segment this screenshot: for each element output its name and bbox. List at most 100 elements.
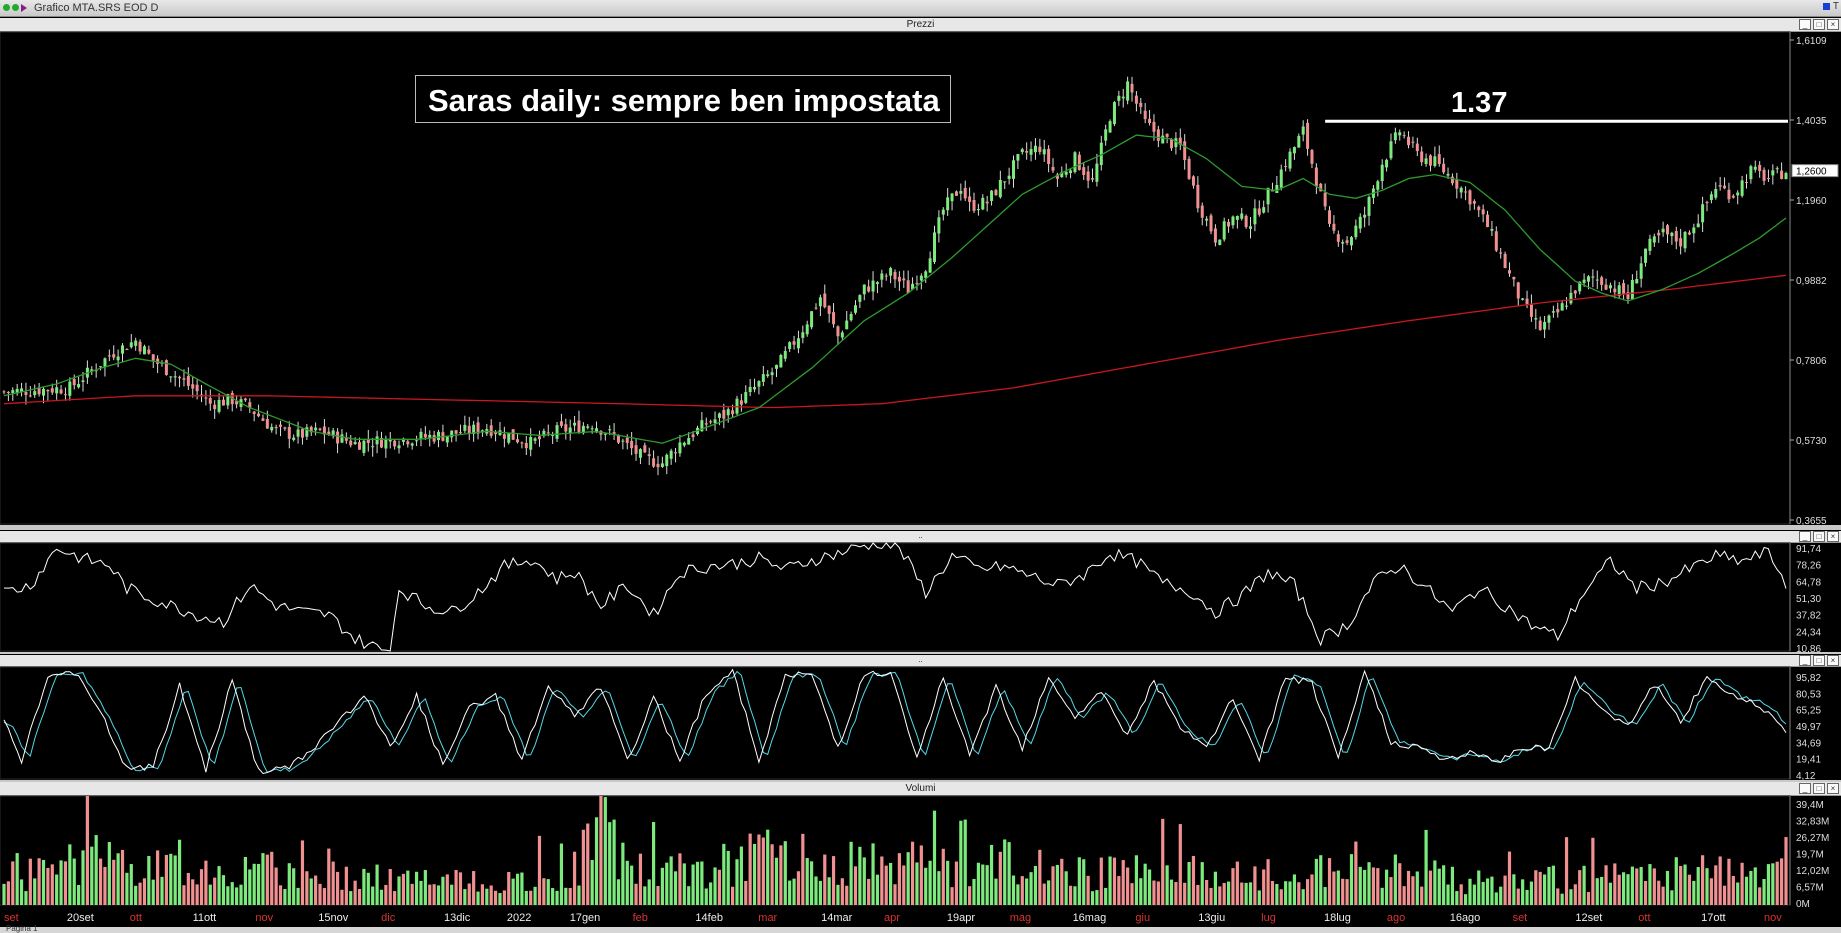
candle-body bbox=[1064, 171, 1068, 175]
candle-body bbox=[178, 376, 182, 379]
candle-body bbox=[581, 425, 585, 434]
volume-bar bbox=[1165, 865, 1169, 905]
volume-bar bbox=[682, 863, 686, 905]
green-status-icon[interactable] bbox=[3, 4, 10, 11]
candle-body bbox=[11, 390, 15, 394]
minimize-icon[interactable]: _ bbox=[1799, 19, 1811, 30]
volume-bar bbox=[1371, 867, 1376, 905]
candle-body bbox=[546, 432, 550, 434]
osc1-panel-label: .. bbox=[918, 531, 923, 540]
volume-bar bbox=[1047, 880, 1051, 905]
maximize-icon[interactable]: □ bbox=[1813, 783, 1825, 794]
candle-body bbox=[897, 276, 901, 282]
volume-bar bbox=[779, 845, 783, 905]
minimize-icon[interactable]: _ bbox=[1799, 655, 1811, 666]
candle-body bbox=[941, 209, 945, 215]
maximize-icon[interactable]: □ bbox=[1813, 531, 1825, 542]
candle-body bbox=[573, 422, 577, 426]
play-icon[interactable] bbox=[21, 4, 27, 12]
x-axis-label: 12set bbox=[1575, 912, 1602, 924]
window-corner-label[interactable]: T bbox=[1823, 1, 1839, 12]
candle-body bbox=[700, 420, 704, 432]
candle-body bbox=[1442, 163, 1446, 173]
x-axis-label: 18lug bbox=[1324, 912, 1351, 924]
candle-body bbox=[1424, 158, 1428, 164]
volume-bar bbox=[1542, 874, 1547, 905]
volume-bar bbox=[63, 861, 68, 905]
candle-body bbox=[1635, 278, 1639, 284]
volume-bar bbox=[1209, 887, 1213, 905]
candle-body bbox=[1486, 214, 1490, 228]
candle-body bbox=[1455, 179, 1459, 189]
volume-bar bbox=[1534, 870, 1538, 905]
candle-body bbox=[1687, 232, 1691, 235]
candle-body bbox=[906, 280, 910, 293]
close-icon[interactable]: × bbox=[1827, 655, 1839, 666]
candle-body bbox=[248, 402, 252, 408]
candle-body bbox=[296, 429, 300, 437]
candle-body bbox=[836, 326, 840, 337]
volume-bar bbox=[454, 870, 458, 905]
candle-body bbox=[397, 445, 401, 449]
volume-bar bbox=[735, 859, 739, 905]
volume-bar bbox=[1205, 879, 1209, 905]
volume-bar bbox=[924, 867, 928, 905]
close-icon[interactable]: × bbox=[1827, 783, 1839, 794]
candle-body bbox=[1385, 159, 1389, 168]
volume-bar bbox=[1573, 884, 1577, 905]
green-status-icon[interactable] bbox=[12, 4, 19, 11]
candle-body bbox=[1753, 166, 1757, 170]
volume-bar bbox=[691, 864, 695, 905]
candle-body bbox=[1069, 170, 1073, 174]
candle-body bbox=[1051, 166, 1055, 171]
candle-body bbox=[388, 438, 392, 442]
x-axis-label: 13giu bbox=[1198, 912, 1225, 924]
candle-body bbox=[919, 275, 923, 281]
volume-tick-label: 12,02M bbox=[1796, 866, 1829, 877]
candle-body bbox=[283, 427, 287, 429]
candle-body bbox=[1262, 207, 1266, 213]
candle-body bbox=[709, 421, 713, 423]
blue-square-icon bbox=[1823, 2, 1831, 10]
candle-body bbox=[625, 437, 629, 443]
x-axis-label: ott bbox=[1638, 912, 1650, 924]
candle-body bbox=[274, 426, 278, 429]
candle-body bbox=[511, 429, 515, 440]
volume-bar bbox=[524, 890, 528, 905]
maximize-icon[interactable]: □ bbox=[1813, 655, 1825, 666]
candle-body bbox=[1499, 252, 1503, 254]
volume-bar bbox=[397, 876, 401, 905]
volume-bar bbox=[375, 864, 379, 905]
close-icon[interactable]: × bbox=[1827, 19, 1839, 30]
candle-body bbox=[213, 404, 217, 410]
minimize-icon[interactable]: _ bbox=[1799, 531, 1811, 542]
candle-body bbox=[107, 355, 111, 357]
volume-bar bbox=[1244, 882, 1248, 905]
candle-body bbox=[788, 342, 792, 349]
price-tick-label: 0,5730 bbox=[1796, 436, 1827, 447]
candle-body bbox=[840, 332, 844, 338]
osc1-tick-label: 24,34 bbox=[1796, 627, 1821, 638]
candle-body bbox=[954, 191, 958, 196]
close-icon[interactable]: × bbox=[1827, 531, 1839, 542]
candle-body bbox=[660, 463, 664, 467]
candle-body bbox=[423, 433, 427, 438]
candle-body bbox=[24, 391, 28, 396]
candle-body bbox=[265, 419, 269, 429]
minimize-icon[interactable]: _ bbox=[1799, 783, 1811, 794]
x-axis-label: 16ago bbox=[1450, 912, 1481, 924]
volume-bar bbox=[1099, 857, 1103, 905]
candle-body bbox=[393, 440, 397, 447]
osc2-tick-label: 4,12 bbox=[1796, 771, 1816, 782]
volume-bar bbox=[994, 878, 998, 905]
volume-bar bbox=[586, 823, 590, 905]
maximize-icon[interactable]: □ bbox=[1813, 19, 1825, 30]
candle-body bbox=[309, 426, 313, 433]
candle-body bbox=[1617, 285, 1621, 296]
osc1-tick-label: 91,74 bbox=[1796, 544, 1821, 555]
volume-bar bbox=[1626, 874, 1630, 905]
volume-bar bbox=[379, 889, 384, 905]
volume-bar bbox=[1731, 876, 1735, 905]
candle-body bbox=[279, 424, 283, 427]
volume-bar bbox=[1674, 857, 1678, 905]
